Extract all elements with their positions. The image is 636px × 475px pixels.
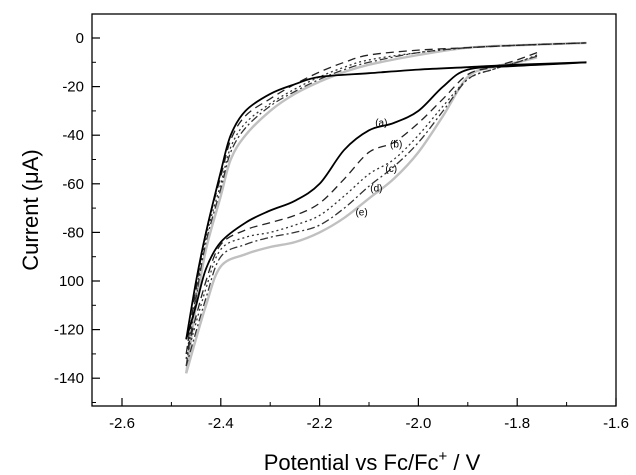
- x-tick-label: -2.0: [405, 415, 431, 432]
- series-b-reverse-sweep: [185, 42, 587, 355]
- curve-labels: (a)(b) (c)(d) (e): [355, 118, 402, 219]
- x-axis-title-suffix: / V: [447, 450, 480, 475]
- x-tick-label: -2.6: [109, 415, 135, 432]
- series-b-forward-sweep: [185, 51, 538, 355]
- x-axis-title: Potential vs Fc/Fc+ / V: [264, 448, 481, 475]
- x-tick-label: -1.6: [603, 415, 629, 432]
- x-axis-title-main: Potential vs Fc/Fc: [264, 450, 439, 475]
- y-tick-label: 0: [76, 30, 84, 47]
- y-axis-title: Current (μA): [18, 149, 43, 270]
- y-tick-label: -120: [54, 322, 84, 339]
- series-c-reverse-sweep: [185, 42, 587, 359]
- curve-label-b: (b): [390, 140, 402, 151]
- series-layer: [185, 41, 587, 374]
- y-tick-label: -80: [62, 224, 84, 241]
- curve-label-d: (d): [370, 183, 382, 194]
- y-tick-label: -40: [62, 127, 84, 144]
- series-d-reverse-sweep: [185, 42, 587, 367]
- curve-label-e: (e): [355, 208, 367, 219]
- y-tick-label: -20: [62, 79, 84, 96]
- curve-label-c: (c): [385, 164, 397, 175]
- curve-label-a: (a): [375, 118, 387, 129]
- y-axis-ticks: 0 -20 -40 -60 -80 100 -120 -140: [54, 30, 100, 403]
- y-tick-label: -60: [62, 176, 84, 193]
- x-axis-title-superscript: +: [439, 448, 448, 465]
- series-a-reverse-sweep: [185, 61, 587, 340]
- x-tick-label: -2.2: [307, 415, 333, 432]
- series-c-forward-sweep: [185, 54, 538, 359]
- series-e-reverse-sweep: [185, 41, 587, 374]
- x-axis-ticks: -2.6 -2.4 -2.2 -2.0 -1.8 -1.6: [109, 398, 629, 432]
- x-tick-label: -2.4: [208, 415, 234, 432]
- series-e-forward-sweep: [185, 56, 538, 374]
- series-a-forward-sweep: [185, 61, 587, 340]
- x-tick-label: -1.8: [504, 415, 530, 432]
- plot-frame: [91, 13, 617, 407]
- y-tick-label: 100: [59, 273, 84, 290]
- y-tick-label: -140: [54, 370, 84, 387]
